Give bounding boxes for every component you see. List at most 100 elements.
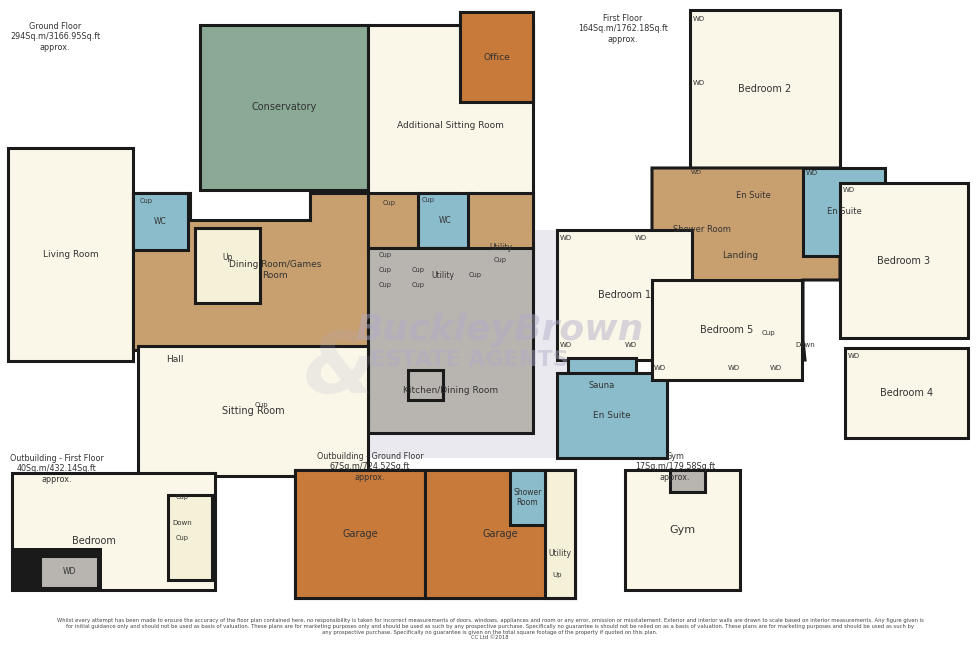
Text: WC: WC <box>154 217 167 226</box>
Text: Utility: Utility <box>549 549 571 558</box>
Text: Bedroom 3: Bedroom 3 <box>877 256 931 265</box>
Bar <box>557 230 692 360</box>
Text: Cup: Cup <box>494 257 507 263</box>
Text: Cup: Cup <box>254 402 268 408</box>
Bar <box>690 168 703 198</box>
Bar <box>510 470 545 525</box>
Bar <box>652 280 802 380</box>
Text: Office: Office <box>483 53 510 62</box>
Text: Utility: Utility <box>489 244 512 252</box>
Bar <box>138 346 368 476</box>
Bar <box>557 373 667 458</box>
Text: Living Room: Living Room <box>43 250 98 259</box>
Text: ESTATE AGENTS: ESTATE AGENTS <box>370 350 568 370</box>
Text: Dining Room/Games
Room: Dining Room/Games Room <box>228 260 321 280</box>
Text: WD: WD <box>63 568 75 576</box>
Text: Outbuilding - Ground Floor
67Sq.m/724.52Sq.ft
approx.: Outbuilding - Ground Floor 67Sq.m/724.52… <box>317 452 423 482</box>
Bar <box>12 548 102 590</box>
Bar <box>568 358 636 413</box>
Text: WD: WD <box>848 353 860 359</box>
Text: Cup: Cup <box>378 252 391 258</box>
Text: Ground Floor
294Sq.m/3166.95Sq.ft
approx.: Ground Floor 294Sq.m/3166.95Sq.ft approx… <box>10 22 100 52</box>
Bar <box>12 473 215 590</box>
Text: Cup: Cup <box>412 282 424 288</box>
Text: Cup: Cup <box>175 494 188 500</box>
Bar <box>40 556 98 588</box>
Bar <box>133 193 188 250</box>
Text: En Suite: En Suite <box>736 191 770 200</box>
Text: Gym
17Sq.m/179.58Sq.ft
approx.: Gym 17Sq.m/179.58Sq.ft approx. <box>635 452 715 482</box>
Text: Additional Sitting Room: Additional Sitting Room <box>397 120 504 129</box>
Bar <box>840 183 968 338</box>
Bar <box>690 10 840 168</box>
Text: Bedroom 4: Bedroom 4 <box>880 388 933 398</box>
Text: Bedroom 2: Bedroom 2 <box>738 84 792 94</box>
Text: BuckleyBrown: BuckleyBrown <box>355 313 644 347</box>
Text: WD: WD <box>654 365 666 371</box>
Text: Garage: Garage <box>482 529 517 539</box>
Bar <box>625 470 740 590</box>
Text: WD: WD <box>625 342 637 348</box>
Bar <box>703 168 803 223</box>
Text: Garage: Garage <box>342 529 378 539</box>
Text: Cup: Cup <box>378 267 391 273</box>
Bar <box>418 193 473 248</box>
Bar <box>195 228 260 303</box>
Bar <box>168 495 212 580</box>
Text: Cup: Cup <box>378 282 391 288</box>
Text: Shower
Room: Shower Room <box>514 487 542 507</box>
Text: Sauna: Sauna <box>589 381 615 390</box>
Bar <box>243 390 278 420</box>
Text: WD: WD <box>693 16 706 22</box>
Text: Gym: Gym <box>669 525 696 535</box>
Text: Cup: Cup <box>761 330 775 336</box>
Bar <box>460 12 533 102</box>
Text: Kitchen/Dining Room: Kitchen/Dining Room <box>403 386 498 395</box>
Text: Cup: Cup <box>175 535 188 541</box>
Text: Bedroom: Bedroom <box>72 537 116 547</box>
Text: WC: WC <box>439 216 452 225</box>
Bar <box>652 196 752 264</box>
Text: WD: WD <box>770 365 782 371</box>
Bar <box>845 348 968 438</box>
Text: Bedroom 5: Bedroom 5 <box>701 325 754 335</box>
Text: Cup: Cup <box>383 200 396 206</box>
Text: En Suite: En Suite <box>593 411 631 420</box>
Text: Cup: Cup <box>468 272 481 278</box>
Text: Conservatory: Conservatory <box>252 102 317 112</box>
Text: En Suite: En Suite <box>826 208 861 217</box>
Bar <box>670 470 705 492</box>
Text: WD: WD <box>806 170 818 176</box>
Text: WD: WD <box>693 80 706 86</box>
Bar <box>325 230 580 458</box>
Bar <box>368 193 458 248</box>
Text: Down: Down <box>172 520 192 526</box>
Text: Outbuilding - First Floor
40Sq.m/432.14Sq.ft
approx.: Outbuilding - First Floor 40Sq.m/432.14S… <box>10 454 104 484</box>
Text: WD: WD <box>728 365 740 371</box>
Text: First Floor
164Sq.m/1762.18Sq.ft
approx.: First Floor 164Sq.m/1762.18Sq.ft approx. <box>578 14 668 44</box>
Bar <box>295 470 425 598</box>
Polygon shape <box>133 193 368 430</box>
Text: WD: WD <box>560 235 572 241</box>
Bar <box>408 370 443 400</box>
Text: Bedroom 1: Bedroom 1 <box>598 290 651 300</box>
Text: Hall: Hall <box>167 355 184 365</box>
Bar <box>803 168 885 256</box>
Bar <box>368 25 533 225</box>
Text: WD: WD <box>560 342 572 348</box>
Text: Sitting Room: Sitting Room <box>221 406 284 416</box>
Text: Shower Room: Shower Room <box>673 225 731 235</box>
Text: Whilst every attempt has been made to ensure the accuracy of the floor plan cont: Whilst every attempt has been made to en… <box>57 618 923 641</box>
Bar <box>545 470 575 598</box>
Bar <box>295 470 575 598</box>
Bar <box>368 248 533 433</box>
Text: Down: Down <box>795 342 815 348</box>
Text: WD: WD <box>635 235 647 241</box>
Text: Up: Up <box>222 254 233 263</box>
Text: WD: WD <box>843 187 856 193</box>
Text: Cup: Cup <box>140 198 153 204</box>
Bar <box>8 148 133 361</box>
Bar <box>425 470 575 598</box>
Bar <box>200 25 368 190</box>
Text: Landing: Landing <box>722 250 759 260</box>
